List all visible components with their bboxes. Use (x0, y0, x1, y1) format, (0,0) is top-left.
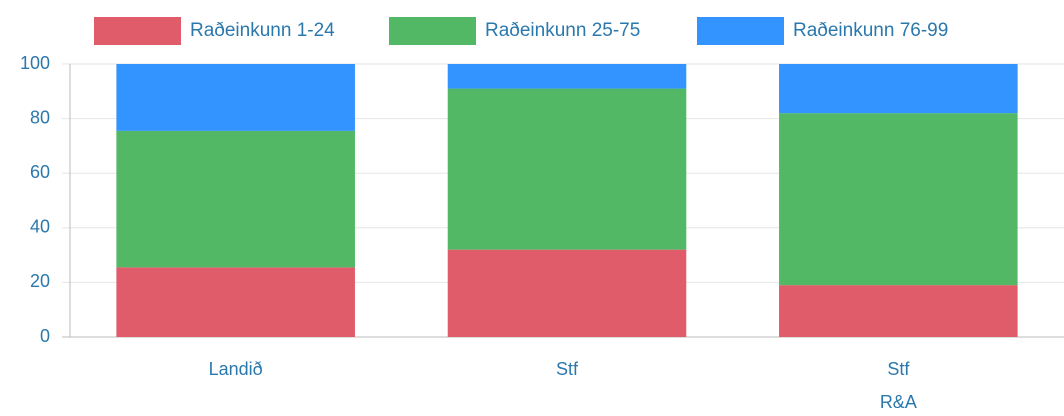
legend-label: Raðeinkunn 25-75 (485, 20, 640, 41)
bar-segment (779, 113, 1018, 286)
x-tick-label: Landið (209, 359, 263, 379)
legend-swatch (94, 17, 181, 45)
y-tick-label: 20 (30, 271, 50, 291)
x-tick-label: R&A (880, 392, 917, 412)
bar-segment (116, 64, 355, 131)
y-tick-label: 0 (40, 326, 50, 346)
bar-segment (779, 64, 1018, 114)
y-tick-label: 60 (30, 162, 50, 182)
legend-label: Raðeinkunn 1-24 (190, 20, 335, 41)
bar-segment (447, 88, 687, 250)
legend-label: Raðeinkunn 76-99 (793, 20, 948, 41)
x-tick-label: Stf (556, 359, 579, 379)
legend-swatch (389, 17, 476, 45)
bar-segment (447, 64, 687, 89)
legend-swatch (697, 17, 784, 45)
bar-segment (779, 285, 1018, 337)
bar-segment (447, 249, 687, 337)
y-tick-label: 80 (30, 107, 50, 127)
x-tick-label: Stf (887, 359, 910, 379)
bar-segment (116, 130, 355, 268)
y-tick-label: 40 (30, 217, 50, 237)
bar-segment (116, 267, 355, 337)
y-tick-label: 100 (20, 53, 50, 73)
